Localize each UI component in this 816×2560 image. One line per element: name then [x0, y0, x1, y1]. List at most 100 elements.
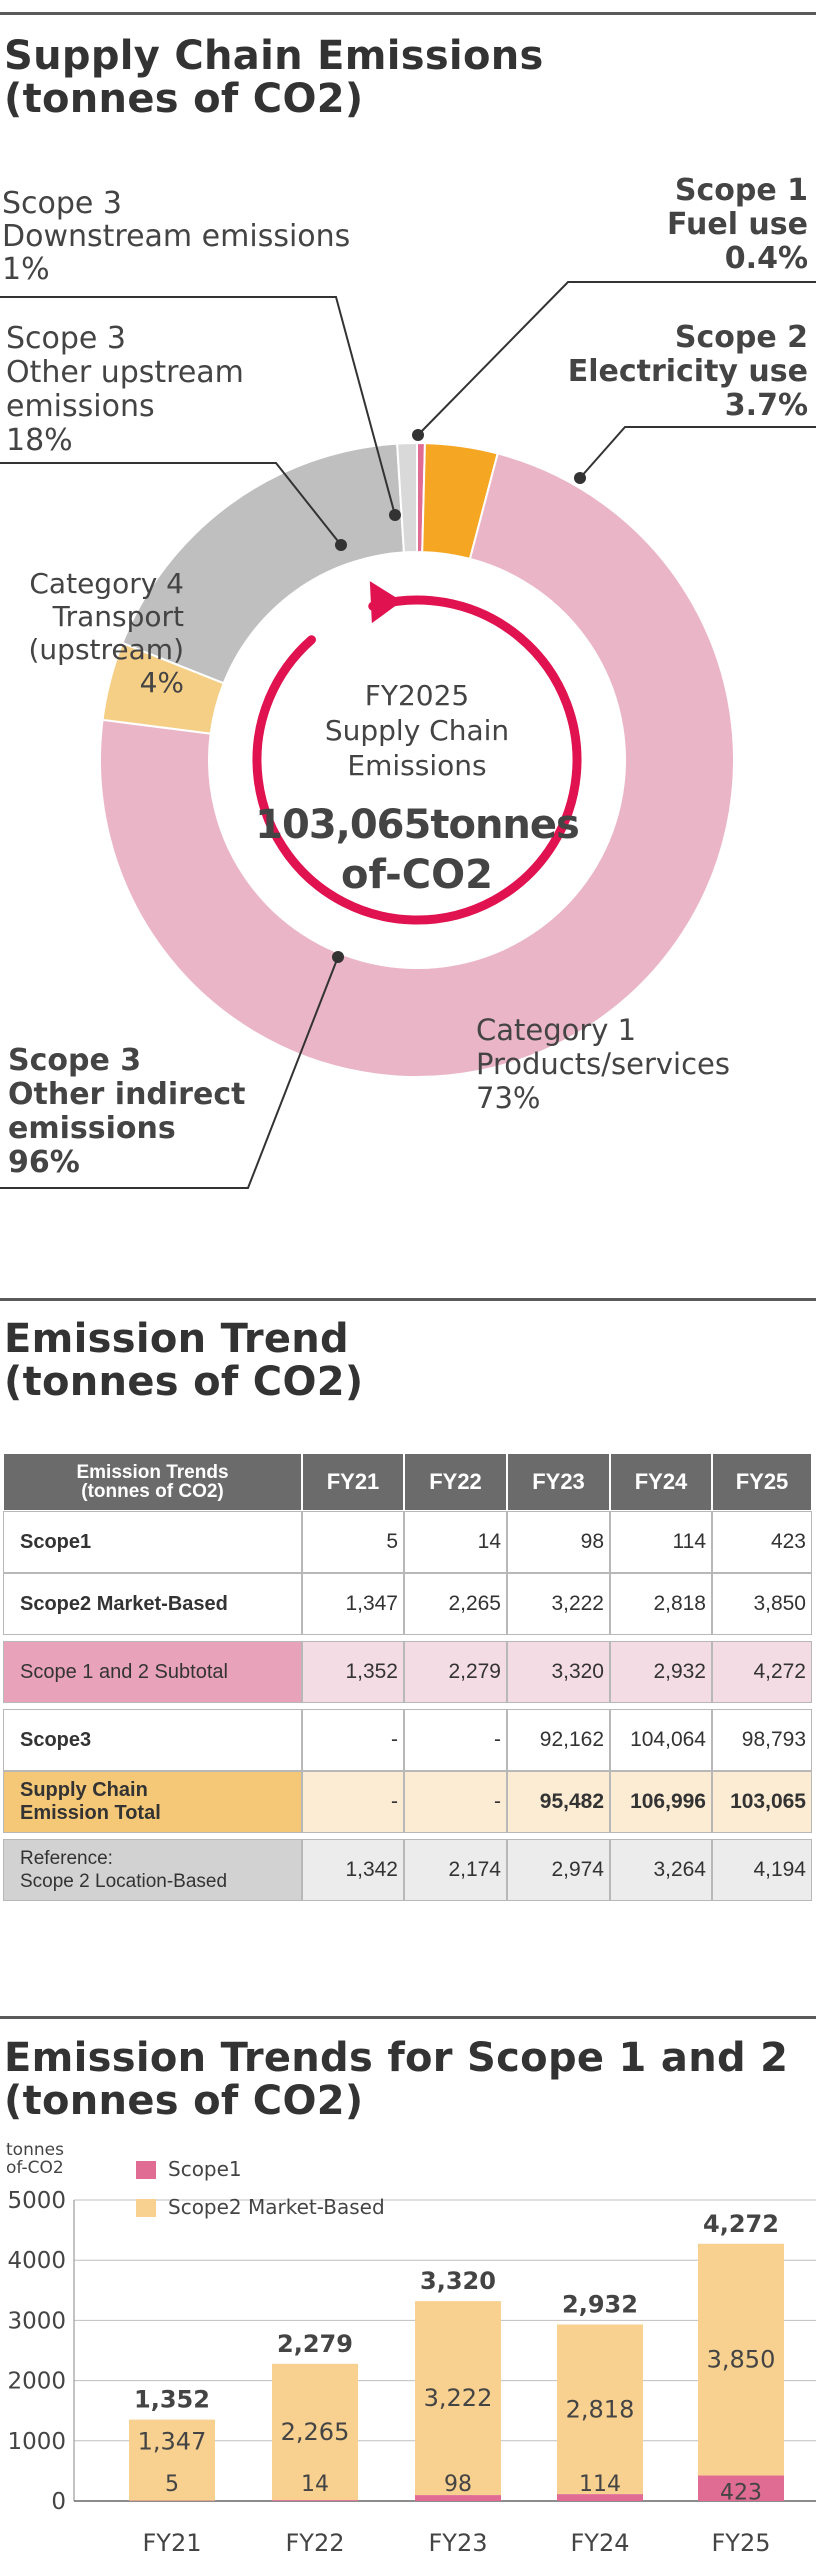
bar-scope1-FY24	[557, 2494, 643, 2501]
scope12-trend-title: Emission Trends for Scope 1 and 2 (tonne…	[4, 2035, 789, 2124]
table-cell: 2,265	[404, 1573, 507, 1635]
section-divider	[0, 12, 816, 15]
table-year-header: FY24	[610, 1453, 712, 1511]
table-cell: -	[302, 1709, 404, 1771]
bar-scope1-label: 14	[301, 2472, 329, 2497]
cycle-arrow	[252, 595, 582, 925]
table-cell: -	[404, 1771, 507, 1833]
bar-scope2-label: 2,265	[281, 2418, 350, 2446]
bar-total-label: 1,352	[134, 2386, 210, 2414]
table-cell: 103,065	[712, 1771, 812, 1833]
center-line2: Supply Chain	[325, 714, 509, 747]
table-row-subtotal: Scope 1 and 2 Subtotal 1,352 2,279 3,320…	[3, 1641, 812, 1703]
bar-scope1-label: 5	[165, 2472, 179, 2497]
label-category4: 4%	[140, 666, 184, 699]
x-tick-label: FY24	[570, 2529, 629, 2557]
bar-scope1-FY23	[415, 2495, 501, 2501]
table-cell: 1,352	[302, 1641, 404, 1703]
label-other-upstream: Other upstream	[6, 355, 244, 390]
table-row-reference: Reference: Scope 2 Location-Based 1,342 …	[3, 1839, 812, 1901]
leader-other-upstream	[0, 462, 342, 546]
legend-swatch-scope2	[136, 2199, 156, 2217]
table-cell: 1,347	[302, 1573, 404, 1635]
leader-scope2	[579, 426, 816, 479]
label-scope3-total: emissions	[8, 1111, 176, 1146]
emission-trend-title: Emission Trend (tonnes of CO2)	[4, 1316, 364, 1405]
table-cell: 2,174	[404, 1839, 507, 1901]
leader-dot	[574, 472, 586, 484]
leader-downstream	[0, 296, 396, 516]
section-divider	[0, 1298, 816, 1301]
bar-scope2-FY25	[698, 2243, 784, 2476]
y-tick-label: 2000	[7, 2369, 66, 2395]
table-cell: 3,222	[507, 1573, 610, 1635]
leader-dot	[335, 539, 347, 551]
leader-scope3-total	[0, 956, 339, 1189]
label-scope1: Fuel use	[667, 207, 808, 242]
label-category4: (upstream)	[29, 633, 185, 666]
y-tick-label: 5000	[7, 2188, 66, 2214]
bar-total-label: 2,279	[277, 2330, 353, 2358]
bar-scope1-label: 114	[579, 2472, 621, 2497]
label-other-upstream: 18%	[6, 423, 73, 458]
table-cell: 2,818	[610, 1573, 712, 1635]
table-year-header: FY25	[712, 1453, 812, 1511]
bar-total-label: 3,320	[420, 2267, 496, 2295]
x-tick-label: FY22	[285, 2529, 344, 2557]
label-downstream: Scope 3	[2, 186, 122, 221]
donut-slice-category1	[99, 452, 735, 1078]
row-label: Supply Chain Emission Total	[3, 1771, 302, 1833]
table-cell: 2,279	[404, 1641, 507, 1703]
x-tick-label: FY21	[142, 2529, 201, 2557]
label-scope2: Electricity use	[568, 354, 808, 389]
label-category1: 73%	[476, 1081, 540, 1115]
center-year: FY2025	[365, 679, 469, 712]
table-year-header: FY22	[404, 1453, 507, 1511]
y-tick-label: 1000	[7, 2429, 66, 2455]
label-other-upstream: emissions	[6, 389, 155, 424]
bar-scope2-label: 3,222	[424, 2384, 493, 2412]
bar-total-label: 4,272	[703, 2210, 779, 2238]
center-total-value: 103,065tonnes	[255, 802, 579, 848]
label-scope3-total: 96%	[8, 1145, 80, 1180]
y-axis-label: tonnes	[6, 2140, 64, 2160]
table-cell: 3,850	[712, 1573, 812, 1635]
table-cell: 3,320	[507, 1641, 610, 1703]
bar-scope1-label: 423	[720, 2481, 762, 2506]
table-year-header: FY23	[507, 1453, 610, 1511]
table-cell: 4,194	[712, 1839, 812, 1901]
label-category1: Category 1	[476, 1013, 636, 1047]
table-cell: 14	[404, 1511, 507, 1573]
y-tick-label: 3000	[7, 2308, 66, 2334]
label-scope2: 3.7%	[725, 388, 808, 423]
label-downstream: 1%	[2, 252, 50, 287]
table-cell: 95,482	[507, 1771, 610, 1833]
table-cell: 1,342	[302, 1839, 404, 1901]
row-label: Scope1	[3, 1511, 302, 1573]
row-label: Reference: Scope 2 Location-Based	[3, 1839, 302, 1901]
bar-scope2-FY23	[415, 2301, 501, 2496]
y-axis-label: of-CO2	[6, 2158, 64, 2178]
bar-scope2-FY24	[557, 2324, 643, 2495]
x-tick-label: FY25	[711, 2529, 770, 2557]
leader-dot	[332, 951, 344, 963]
bar-scope1-label: 98	[444, 2472, 472, 2497]
table-cell: 2,932	[610, 1641, 712, 1703]
bar-scope2-FY22	[272, 2363, 358, 2501]
y-tick-label: 0	[51, 2489, 66, 2515]
row-label: Scope3	[3, 1709, 302, 1771]
label-category1: Products/services	[476, 1047, 730, 1081]
label-scope1: Scope 1	[675, 173, 808, 208]
table-row-scope2: Scope2 Market-Based 1,347 2,265 3,222 2,…	[3, 1573, 812, 1635]
center-line3: Emissions	[347, 749, 486, 782]
table-cell: -	[404, 1709, 507, 1771]
leader-dot	[389, 509, 401, 521]
label-scope3-total: Scope 3	[8, 1043, 141, 1078]
center-total-unit: of-CO2	[341, 852, 493, 898]
bar-scope2-FY21	[129, 2419, 215, 2501]
bar-scope1-FY22	[272, 2500, 358, 2501]
leader-dot	[412, 429, 424, 441]
table-cell: 3,264	[610, 1839, 712, 1901]
